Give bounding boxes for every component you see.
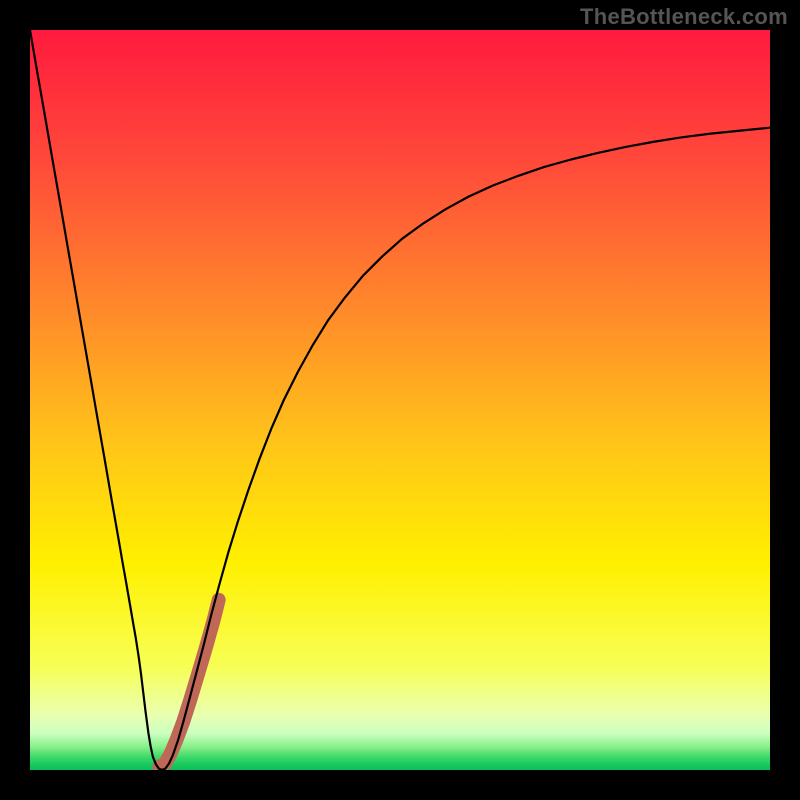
- chart-svg: [30, 30, 770, 770]
- chart-container: TheBottleneck.com: [0, 0, 800, 800]
- plot-area: [30, 30, 770, 770]
- watermark-text: TheBottleneck.com: [580, 4, 788, 30]
- main-curve: [30, 30, 770, 770]
